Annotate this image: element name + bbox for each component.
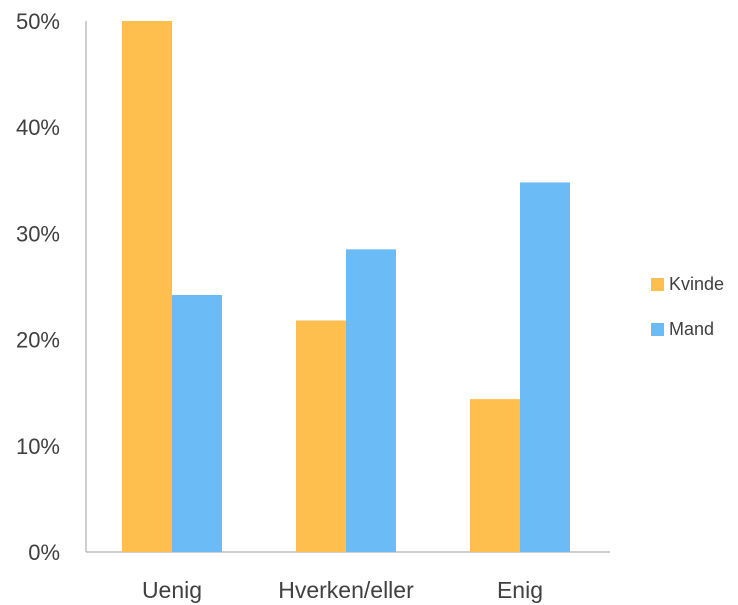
legend: Kvinde Mand xyxy=(651,274,724,339)
bar-mand-uenig xyxy=(172,294,222,552)
legend-label-mand: Mand xyxy=(669,319,714,339)
bars xyxy=(122,21,570,552)
y-tick-label: 40% xyxy=(16,115,60,140)
category-label: Hverken/eller xyxy=(278,577,414,603)
category-label: Uenig xyxy=(142,577,202,603)
y-tick-label: 10% xyxy=(16,434,60,459)
bar-kvinde-enig xyxy=(470,399,520,552)
y-tick-label: 50% xyxy=(16,9,60,34)
bar-mand-hverken-eller xyxy=(346,249,396,552)
legend-swatch-mand xyxy=(651,323,664,336)
legend-swatch-kvinde xyxy=(651,278,664,291)
category-labels: Uenig Hverken/eller Enig xyxy=(142,577,543,603)
y-tick-label: 0% xyxy=(28,540,60,565)
category-label: Enig xyxy=(497,577,543,603)
legend-label-kvinde: Kvinde xyxy=(669,274,724,294)
bar-mand-enig xyxy=(520,182,570,552)
y-tick-label: 20% xyxy=(16,328,60,353)
bar-kvinde-uenig xyxy=(122,21,172,552)
y-tick-labels: 0% 10% 20% 30% 40% 50% xyxy=(16,9,60,565)
y-tick-label: 30% xyxy=(16,221,60,246)
bar-kvinde-hverken-eller xyxy=(296,320,346,552)
